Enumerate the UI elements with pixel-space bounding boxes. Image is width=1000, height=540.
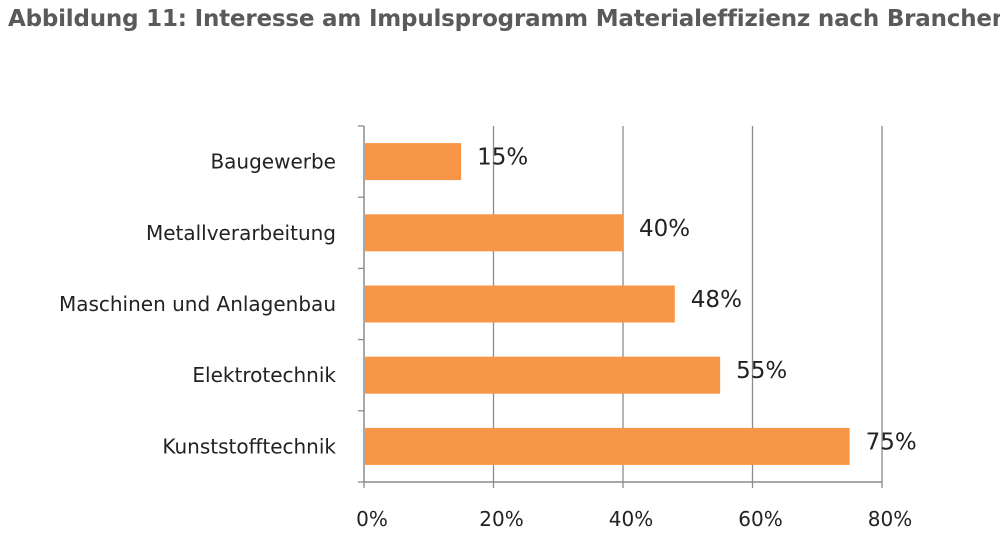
x-tick-label-60: 60%: [738, 507, 782, 531]
chart-title: Abbildung 11: Interesse am Impulsprogram…: [8, 6, 1000, 32]
x-tick-label-0: 0%: [356, 507, 388, 531]
category-label-elektrotechnik: Elektrotechnik: [192, 363, 336, 387]
bar-kunststofftechnik: [365, 427, 850, 465]
bar-elektrotechnik: [365, 356, 721, 394]
category-labels: Baugewerbe Metallverarbeitung Maschinen un…: [59, 150, 336, 459]
bars: [365, 143, 850, 465]
bar-baugewerbe: [365, 143, 462, 181]
bar-metallverarbeitung: [365, 214, 623, 252]
x-tick-label-40: 40%: [609, 507, 653, 531]
data-label-elektrotechnik: 55%: [736, 358, 787, 384]
tick-labels: 0% 20% 40% 60% 80%: [356, 507, 912, 531]
category-label-baugewerbe: Baugewerbe: [210, 150, 336, 174]
axes: [358, 125, 883, 488]
data-labels: 15% 40% 48% 55% 75%: [477, 145, 917, 456]
category-label-metallverarbeitung: Metallverarbeitung: [146, 221, 336, 245]
category-label-kunststofftechnik: Kunststofftechnik: [162, 434, 336, 458]
bar-maschinen-und-anlagenbau: [365, 285, 675, 323]
x-tick-label-20: 20%: [479, 507, 523, 531]
data-label-metallverarbeitung: 40%: [639, 216, 690, 242]
data-label-kunststofftechnik: 75%: [866, 429, 917, 455]
data-label-baugewerbe: 15%: [477, 145, 528, 171]
x-tick-label-80: 80%: [868, 507, 912, 531]
category-label-maschinen-und-anlagenbau: Maschinen und Anlagenbau: [59, 292, 336, 316]
data-label-maschinen-und-anlagenbau: 48%: [691, 287, 742, 313]
